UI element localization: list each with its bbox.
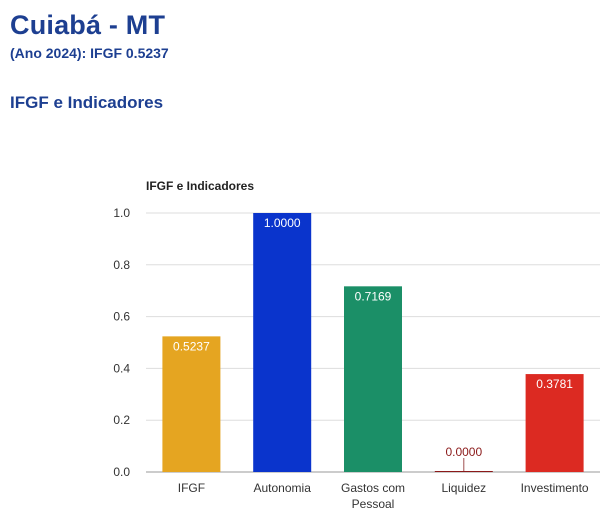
page-title: Cuiabá - MT [10,10,166,40]
labels-layer: 0.0 0.2 0.4 0.6 0.8 1.0 0.5237 IFGF 1.0000 Autono… [113,206,589,511]
x-tick-label: Autonomia [254,481,312,495]
y-tick-label: 0.0 [113,465,130,479]
y-tick-label: 0.2 [113,413,130,427]
value-label: 1.0000 [264,216,301,230]
y-tick-label: 0.8 [113,258,130,272]
x-tick-label: Liquidez [441,481,486,495]
x-tick-label: Gastos com [341,481,405,495]
x-tick-label: IFGF [178,481,205,495]
y-tick-label: 0.6 [113,310,130,324]
value-label: 0.3781 [536,377,573,391]
y-tick-label: 0.4 [113,361,130,375]
chart-title: IFGF e Indicadores [146,179,254,193]
page-subtitle: (Ano 2024): IFGF 0.5237 [10,45,169,61]
bar [434,471,493,472]
bar [525,374,584,472]
bar [162,336,221,472]
bar [344,286,402,472]
x-tick-label: Pessoal [352,497,395,511]
x-tick-label: Investimento [521,481,589,495]
y-tick-label: 1.0 [113,206,130,220]
value-label: 0.0000 [445,445,482,459]
bars-layer [162,213,584,472]
value-label: 0.7169 [355,289,392,303]
value-label: 0.5237 [173,339,210,353]
section-heading: IFGF e Indicadores [10,93,164,112]
bar [253,213,312,472]
